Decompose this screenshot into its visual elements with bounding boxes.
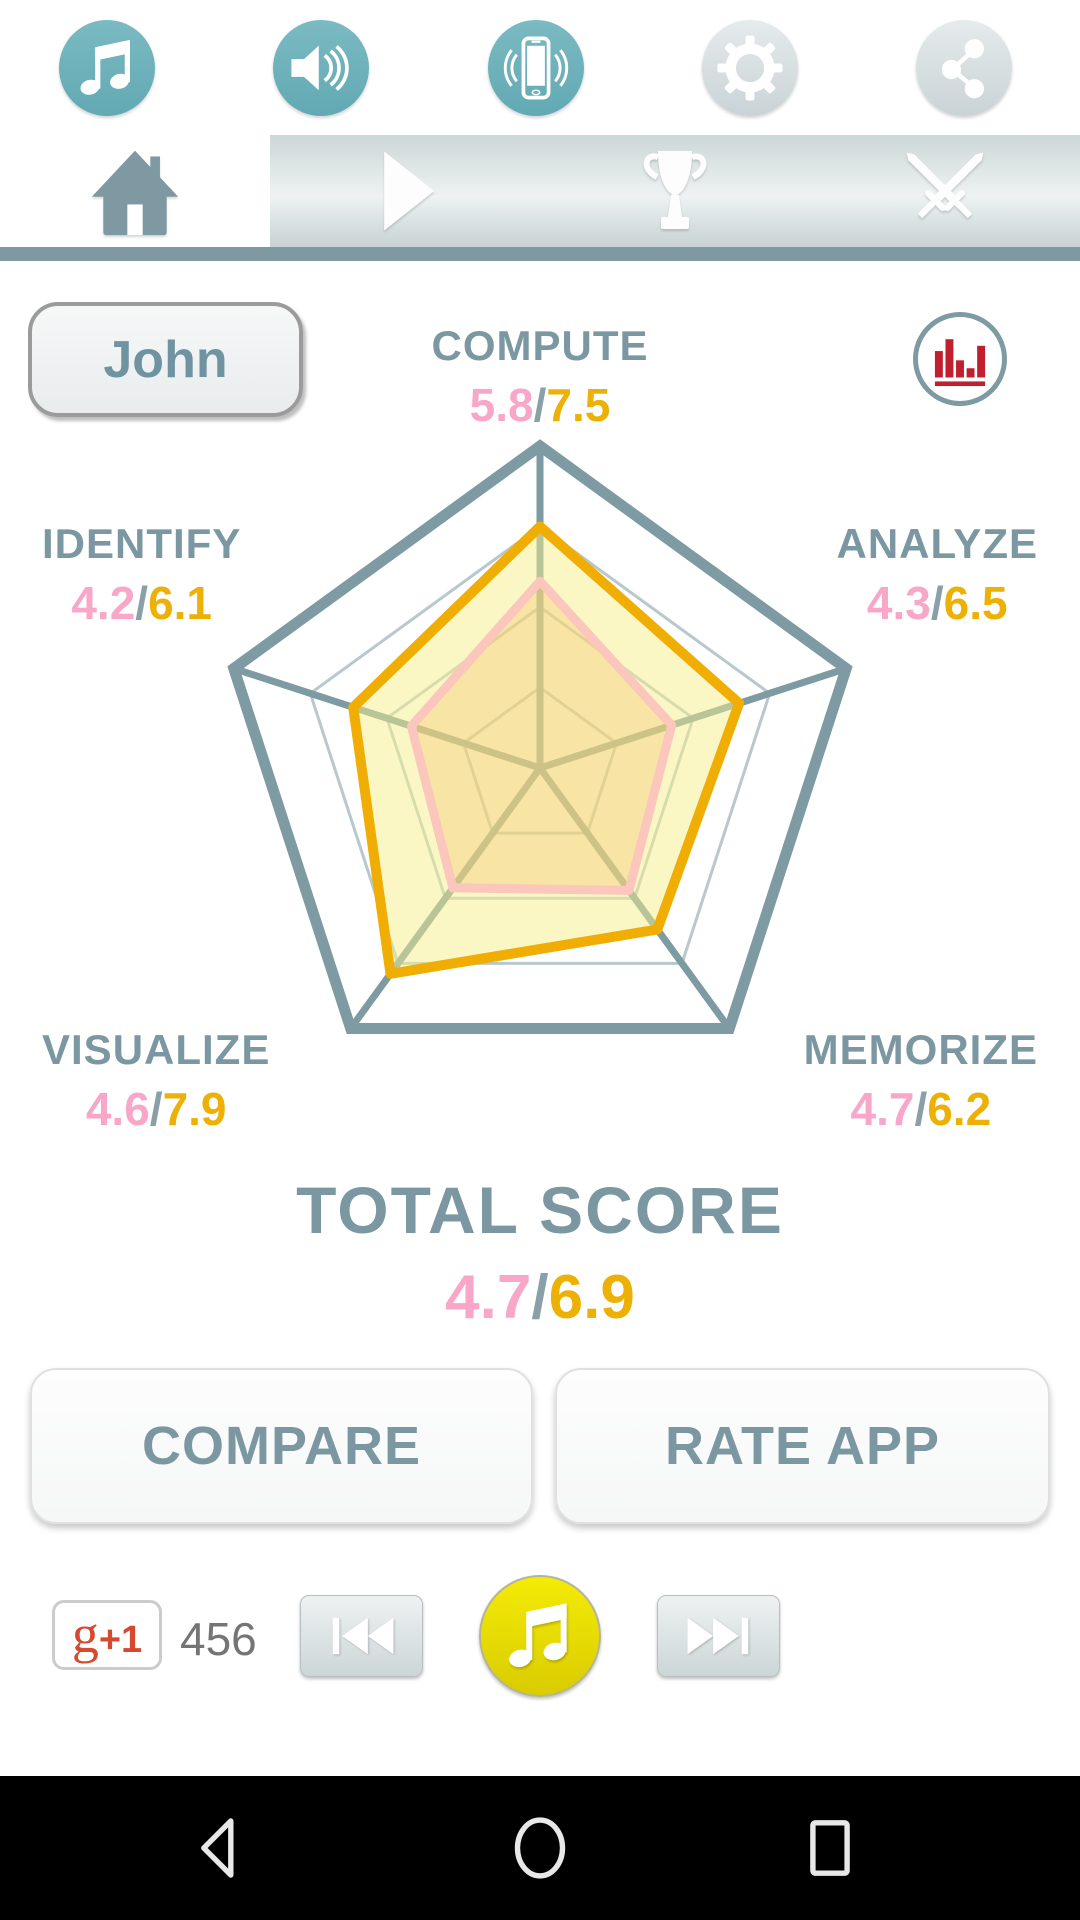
recents-button[interactable] xyxy=(770,1776,890,1920)
home-button[interactable] xyxy=(480,1776,600,1920)
crossed-swords-icon xyxy=(906,152,984,219)
axis-compute: COMPUTE 5.8/7.5 xyxy=(0,322,1080,432)
trophy-icon xyxy=(643,151,707,229)
skip-back-icon xyxy=(332,1617,393,1655)
android-navbar xyxy=(0,1776,1080,1920)
axis-visualize: VISUALIZE 4.6/7.9 xyxy=(42,1026,270,1136)
home-tab[interactable] xyxy=(0,135,270,247)
gplus-count: 456 xyxy=(180,1613,257,1665)
rate-app-button[interactable]: RATE APP xyxy=(555,1368,1050,1524)
sound-toggle-button[interactable] xyxy=(273,20,369,116)
back-icon xyxy=(201,1818,234,1878)
player-name-button[interactable]: John xyxy=(28,302,303,417)
player-name: John xyxy=(103,330,228,389)
radar-chart xyxy=(227,439,853,1034)
settings-button[interactable] xyxy=(702,20,798,116)
axis-analyze: ANALYZE 4.3/6.5 xyxy=(837,520,1038,630)
home-icon xyxy=(91,150,179,236)
tab-bar xyxy=(0,135,1080,247)
music-note-icon xyxy=(507,1603,568,1670)
axis-label: ANALYZE xyxy=(836,520,1038,567)
share-icon xyxy=(941,39,984,99)
music-note-icon xyxy=(78,39,131,97)
previous-track-button[interactable] xyxy=(300,1595,423,1677)
axis-label: IDENTIFY xyxy=(42,520,242,567)
speaker-icon xyxy=(291,45,349,91)
current-value: 4.3 xyxy=(866,577,931,629)
tab-underline xyxy=(0,247,1080,261)
best-value: 6.1 xyxy=(148,577,213,629)
axis-values: 4.7/6.2 xyxy=(850,1083,992,1135)
total-score-label: TOTAL SCORE xyxy=(296,1173,784,1247)
total-score-values: 4.7/6.9 xyxy=(445,1263,635,1332)
total-current-value: 4.7 xyxy=(445,1263,532,1332)
current-value: 4.7 xyxy=(850,1083,915,1135)
axis-label: MEMORIZE xyxy=(803,1026,1038,1073)
music-toggle-button[interactable] xyxy=(59,20,155,116)
total-score: TOTAL SCORE 4.7/6.9 xyxy=(0,1172,1080,1333)
google-plus-one-button[interactable]: g +1 xyxy=(52,1600,162,1670)
play-icon xyxy=(384,151,435,231)
gplus-g: g xyxy=(71,1604,99,1664)
stats-button[interactable] xyxy=(913,312,1007,406)
bar-chart-icon xyxy=(934,339,986,387)
recents-square-icon xyxy=(810,1820,850,1876)
compare-label: COMPARE xyxy=(141,1416,421,1476)
current-value: 4.6 xyxy=(85,1083,150,1135)
music-track-button[interactable] xyxy=(479,1575,601,1697)
axis-values: 4.6/7.9 xyxy=(85,1083,227,1135)
axis-values: 4.2/6.1 xyxy=(71,577,213,629)
axis-values: 4.3/6.5 xyxy=(866,577,1008,629)
rate-app-label: RATE APP xyxy=(664,1416,941,1476)
compare-button[interactable]: COMPARE xyxy=(30,1368,533,1524)
current-value: 5.8 xyxy=(469,379,534,431)
best-value: 6.2 xyxy=(927,1083,992,1135)
vibrate-toggle-button[interactable] xyxy=(488,20,584,116)
total-best-value: 6.9 xyxy=(548,1263,635,1332)
best-value: 7.5 xyxy=(546,379,611,431)
share-button[interactable] xyxy=(916,20,1012,116)
best-value: 6.5 xyxy=(943,577,1008,629)
axis-identify: IDENTIFY 4.2/6.1 xyxy=(42,520,241,630)
gplus-plus1: +1 xyxy=(98,1619,143,1661)
trophy-tab[interactable] xyxy=(540,135,810,247)
axis-memorize: MEMORIZE 4.7/6.2 xyxy=(804,1026,1038,1136)
back-button[interactable] xyxy=(160,1776,280,1920)
axis-label: COMPUTE xyxy=(431,322,649,369)
current-value: 4.2 xyxy=(71,577,136,629)
play-tab[interactable] xyxy=(270,135,540,247)
best-value: 7.9 xyxy=(162,1083,227,1135)
battle-tab[interactable] xyxy=(810,135,1080,247)
skip-forward-icon xyxy=(687,1617,748,1655)
axis-label: VISUALIZE xyxy=(42,1026,271,1073)
home-circle-icon xyxy=(514,1817,566,1879)
vibrate-phone-icon xyxy=(503,36,569,100)
gear-icon xyxy=(717,35,783,101)
axis-values: 5.8/7.5 xyxy=(469,379,611,431)
next-track-button[interactable] xyxy=(657,1595,780,1677)
